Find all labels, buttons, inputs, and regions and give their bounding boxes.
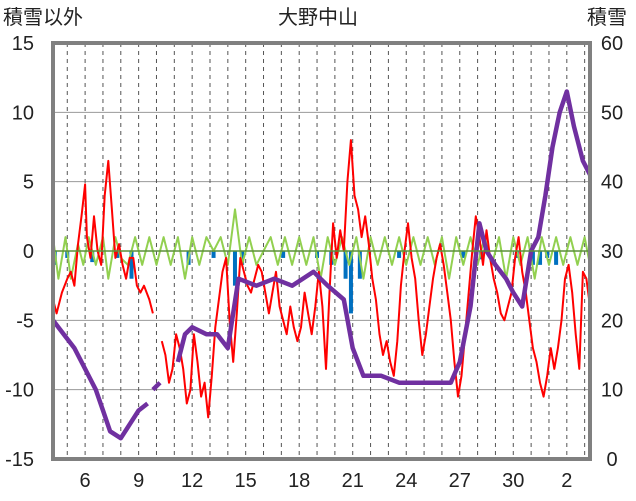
chart-title: 大野中山 <box>278 5 358 29</box>
x-tick-label: 12 <box>181 470 203 492</box>
series-lines <box>51 89 593 441</box>
left-tick-label: 10 <box>12 102 34 124</box>
precipitation-bar <box>397 251 402 258</box>
x-tick-label: 27 <box>449 470 471 492</box>
precipitation-bar <box>530 251 535 265</box>
precipitation-bar <box>232 251 237 286</box>
x-axis-ticks: 6 9 12 15 18 21 24 27 30 2 <box>80 470 573 492</box>
right-tick-label: 50 <box>601 102 623 124</box>
x-tick-label: 24 <box>395 470 417 492</box>
green-series-line <box>52 208 591 280</box>
right-tick-label: 10 <box>601 380 623 402</box>
precipitation-bar <box>538 251 543 265</box>
left-tick-label: -10 <box>5 380 34 402</box>
right-axis-label: 積雪 <box>587 5 627 29</box>
x-tick-label: 18 <box>288 470 310 492</box>
right-tick-label: 0 <box>606 449 617 471</box>
snow-depth-line <box>51 89 593 441</box>
precipitation-bar <box>343 251 348 279</box>
x-tick-label: 2 <box>561 470 572 492</box>
left-tick-label: 5 <box>23 172 34 194</box>
x-tick-label: 15 <box>235 470 257 492</box>
precipitation-bar <box>461 251 466 258</box>
left-tick-label: -15 <box>5 449 34 471</box>
precipitation-bar <box>281 251 286 258</box>
left-tick-label: -5 <box>16 310 34 332</box>
x-tick-label: 21 <box>342 470 364 492</box>
right-tick-label: 30 <box>601 241 623 263</box>
x-tick-label: 9 <box>133 470 144 492</box>
precipitation-bar <box>211 251 216 258</box>
precipitation-bar <box>357 251 362 279</box>
precipitation-bar <box>554 251 559 265</box>
x-tick-label: 30 <box>502 470 524 492</box>
precipitation-bar <box>129 251 134 279</box>
left-tick-label: 15 <box>12 33 34 55</box>
right-tick-label: 40 <box>601 172 623 194</box>
x-tick-label: 6 <box>80 470 91 492</box>
left-axis-label: 積雪以外 <box>3 5 83 29</box>
left-tick-label: 0 <box>23 241 34 263</box>
temperature-line <box>52 139 591 419</box>
left-axis-ticks: 15 10 5 0 -5 -10 -15 <box>5 33 34 471</box>
precipitation-bar <box>90 251 95 263</box>
precipitation-bar <box>348 251 353 314</box>
right-axis-ticks: 60 50 40 30 20 10 0 <box>601 33 623 471</box>
plot-frame <box>51 41 592 461</box>
right-tick-label: 60 <box>601 33 623 55</box>
right-tick-label: 20 <box>601 310 623 332</box>
